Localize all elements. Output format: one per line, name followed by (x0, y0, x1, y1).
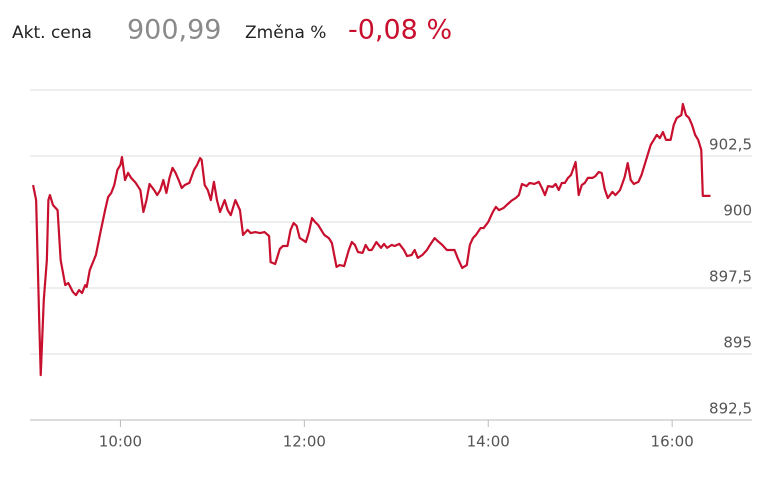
change: -0,08 % (348, 15, 452, 46)
price: 900,99 (127, 15, 221, 46)
y-tick-label: 895 (723, 334, 752, 352)
y-tick-label: 897,5 (709, 268, 752, 286)
y-tick-label: 892,5 (709, 400, 752, 418)
y-tick-label: 900 (723, 202, 752, 220)
x-tick-label: 12:00 (283, 433, 326, 451)
price-line (31, 102, 711, 377)
x-tick-label: 10:00 (99, 433, 142, 451)
x-tick-label: 16:00 (651, 433, 694, 451)
y-tick-label: 902,5 (709, 136, 752, 154)
change-label: Změna % (245, 23, 326, 43)
x-tick-label: 14:00 (467, 433, 510, 451)
price-label: Akt. cena (12, 23, 92, 43)
